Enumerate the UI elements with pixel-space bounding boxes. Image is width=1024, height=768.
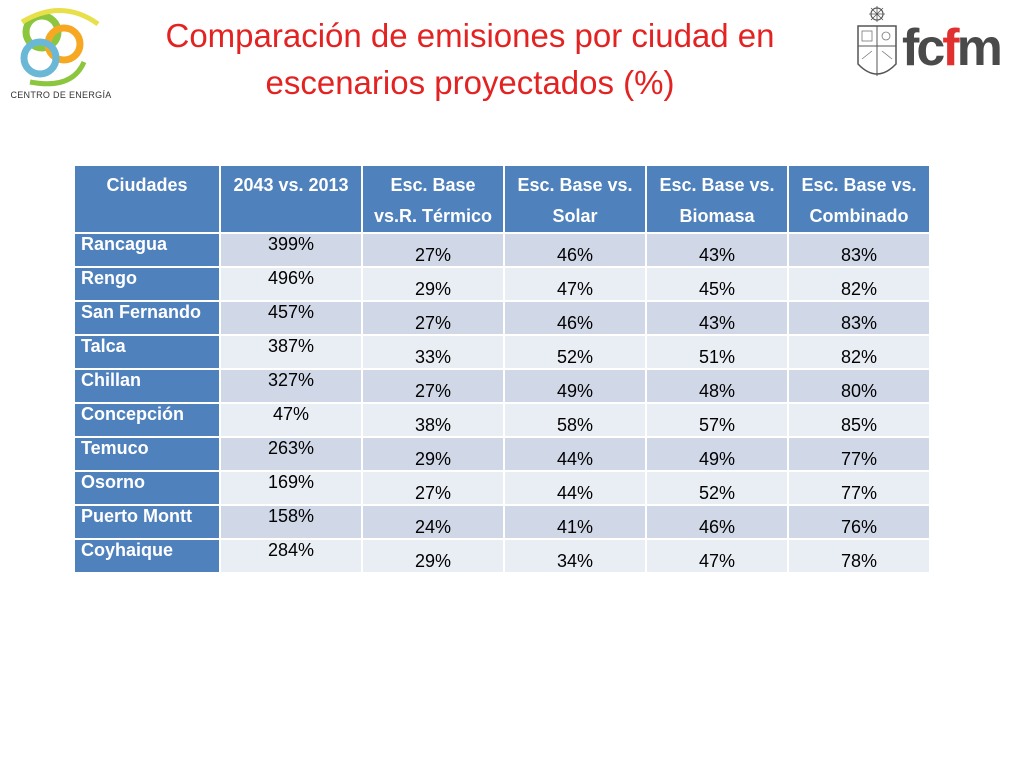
value-2043-cell: 47% bbox=[221, 404, 361, 436]
city-cell: Rancagua bbox=[75, 234, 219, 266]
biomasa-cell: 43% bbox=[647, 302, 787, 334]
table-row: Chillan 327% 27% 49% 48% 80% bbox=[75, 370, 929, 402]
solar-cell: 44% bbox=[505, 472, 645, 504]
fcfm-text-m: m bbox=[956, 19, 1003, 77]
biomasa-cell: 46% bbox=[647, 506, 787, 538]
value-2043-cell: 284% bbox=[221, 540, 361, 572]
solar-cell: 58% bbox=[505, 404, 645, 436]
header-termico: Esc. Base vs.R. Térmico bbox=[363, 166, 503, 232]
solar-cell: 47% bbox=[505, 268, 645, 300]
biomasa-cell: 49% bbox=[647, 438, 787, 470]
solar-cell: 41% bbox=[505, 506, 645, 538]
combinado-cell: 82% bbox=[789, 336, 929, 368]
city-cell: Concepción bbox=[75, 404, 219, 436]
biomasa-cell: 45% bbox=[647, 268, 787, 300]
value-2043-cell: 158% bbox=[221, 506, 361, 538]
biomasa-cell: 43% bbox=[647, 234, 787, 266]
value-2043-cell: 387% bbox=[221, 336, 361, 368]
centro-de-energia-caption: CENTRO DE ENERGÍA bbox=[10, 90, 112, 100]
solar-cell: 52% bbox=[505, 336, 645, 368]
emissions-table: Ciudades 2043 vs. 2013 Esc. Base vs.R. Té… bbox=[73, 164, 931, 574]
table-row: Puerto Montt 158% 24% 41% 46% 76% bbox=[75, 506, 929, 538]
university-seal-icon bbox=[857, 6, 897, 76]
value-2043-cell: 263% bbox=[221, 438, 361, 470]
header-combinado: Esc. Base vs. Combinado bbox=[789, 166, 929, 232]
termico-cell: 24% bbox=[363, 506, 503, 538]
value-2043-cell: 496% bbox=[221, 268, 361, 300]
slide-title-line1: Comparación de emisiones por ciudad en bbox=[165, 17, 775, 54]
header-solar: Esc. Base vs. Solar bbox=[505, 166, 645, 232]
fcfm-text-f: f bbox=[942, 19, 959, 77]
termico-cell: 27% bbox=[363, 472, 503, 504]
centro-de-energia-logo: CENTRO DE ENERGÍA bbox=[2, 2, 120, 106]
table-row: Concepción 47% 38% 58% 57% 85% bbox=[75, 404, 929, 436]
table-row: Rancagua 399% 27% 46% 43% 83% bbox=[75, 234, 929, 266]
biomasa-cell: 48% bbox=[647, 370, 787, 402]
termico-cell: 27% bbox=[363, 234, 503, 266]
fcfm-text-fc: fc bbox=[902, 19, 945, 77]
combinado-cell: 85% bbox=[789, 404, 929, 436]
fcfm-wordmark: fcfm bbox=[902, 18, 1003, 78]
header-ciudades: Ciudades bbox=[75, 166, 219, 232]
termico-cell: 29% bbox=[363, 438, 503, 470]
combinado-cell: 83% bbox=[789, 302, 929, 334]
city-cell: San Fernando bbox=[75, 302, 219, 334]
solar-cell: 44% bbox=[505, 438, 645, 470]
fcfm-logo: fcfm bbox=[852, 4, 1022, 100]
termico-cell: 29% bbox=[363, 540, 503, 572]
combinado-cell: 78% bbox=[789, 540, 929, 572]
city-cell: Chillan bbox=[75, 370, 219, 402]
table-header-row: Ciudades 2043 vs. 2013 Esc. Base vs.R. Té… bbox=[75, 166, 929, 232]
biomasa-cell: 47% bbox=[647, 540, 787, 572]
solar-cell: 46% bbox=[505, 234, 645, 266]
value-2043-cell: 457% bbox=[221, 302, 361, 334]
combinado-cell: 77% bbox=[789, 472, 929, 504]
solar-cell: 46% bbox=[505, 302, 645, 334]
termico-cell: 27% bbox=[363, 302, 503, 334]
termico-cell: 27% bbox=[363, 370, 503, 402]
city-cell: Coyhaique bbox=[75, 540, 219, 572]
value-2043-cell: 169% bbox=[221, 472, 361, 504]
city-cell: Puerto Montt bbox=[75, 506, 219, 538]
header-2043-vs-2013: 2043 vs. 2013 bbox=[221, 166, 361, 232]
table-row: Temuco 263% 29% 44% 49% 77% bbox=[75, 438, 929, 470]
header-biomasa: Esc. Base vs. Biomasa bbox=[647, 166, 787, 232]
termico-cell: 38% bbox=[363, 404, 503, 436]
value-2043-cell: 399% bbox=[221, 234, 361, 266]
city-cell: Rengo bbox=[75, 268, 219, 300]
value-2043-cell: 327% bbox=[221, 370, 361, 402]
biomasa-cell: 57% bbox=[647, 404, 787, 436]
table-row: Osorno 169% 27% 44% 52% 77% bbox=[75, 472, 929, 504]
combinado-cell: 82% bbox=[789, 268, 929, 300]
city-cell: Talca bbox=[75, 336, 219, 368]
table-row: Coyhaique 284% 29% 34% 47% 78% bbox=[75, 540, 929, 572]
city-cell: Osorno bbox=[75, 472, 219, 504]
biomasa-cell: 52% bbox=[647, 472, 787, 504]
table-row: San Fernando 457% 27% 46% 43% 83% bbox=[75, 302, 929, 334]
termico-cell: 29% bbox=[363, 268, 503, 300]
combinado-cell: 80% bbox=[789, 370, 929, 402]
solar-cell: 34% bbox=[505, 540, 645, 572]
termico-cell: 33% bbox=[363, 336, 503, 368]
biomasa-cell: 51% bbox=[647, 336, 787, 368]
slide-title: Comparación de emisiones por ciudad en e… bbox=[120, 12, 820, 106]
slide-title-line2: escenarios proyectados (%) bbox=[265, 64, 675, 101]
solar-cell: 49% bbox=[505, 370, 645, 402]
city-cell: Temuco bbox=[75, 438, 219, 470]
table-row: Rengo 496% 29% 47% 45% 82% bbox=[75, 268, 929, 300]
swirl-logo-icon bbox=[20, 8, 100, 87]
combinado-cell: 83% bbox=[789, 234, 929, 266]
combinado-cell: 77% bbox=[789, 438, 929, 470]
combinado-cell: 76% bbox=[789, 506, 929, 538]
table-row: Talca 387% 33% 52% 51% 82% bbox=[75, 336, 929, 368]
